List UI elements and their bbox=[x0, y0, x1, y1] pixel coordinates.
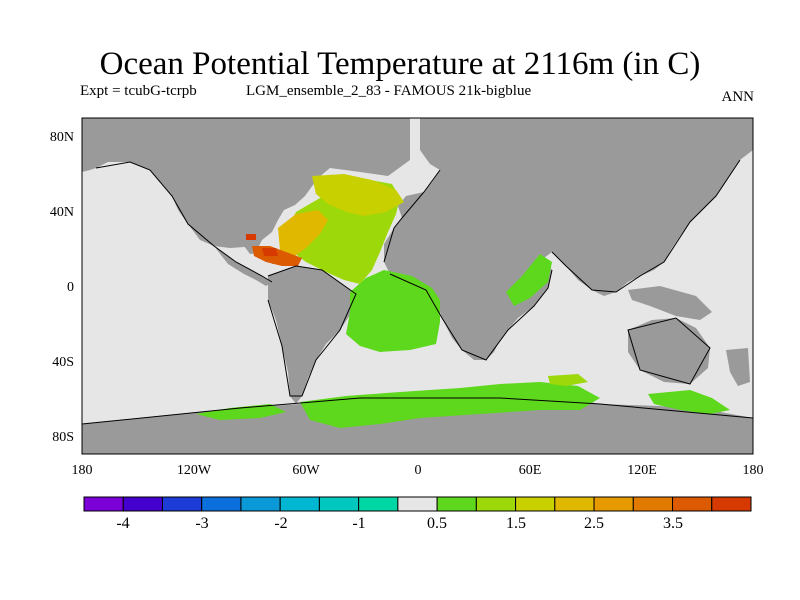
colorbar-swatch bbox=[201, 496, 242, 512]
x-tick-label: 180 bbox=[72, 463, 93, 478]
colorbar-swatch bbox=[436, 496, 477, 512]
map-panel bbox=[81, 117, 754, 455]
colorbar-swatch bbox=[358, 496, 399, 512]
australia-coast bbox=[627, 317, 711, 385]
x-tick-label: 0 bbox=[415, 463, 422, 478]
coastlines bbox=[81, 159, 754, 425]
greenland-land bbox=[330, 118, 410, 170]
colorbar-swatch bbox=[397, 496, 438, 512]
north-atlantic-subpolar-region bbox=[312, 174, 404, 216]
period-label: ANN bbox=[721, 89, 755, 105]
colorbar-swatch bbox=[554, 496, 595, 512]
colorbar-labels: -4 -3 -2 -1 0.5 1.5 2.5 3.5 bbox=[116, 515, 683, 532]
colorbar-label: 2.5 bbox=[584, 515, 604, 532]
southern-ocean-east-band bbox=[648, 390, 730, 414]
experiment-label: Expt = tcubG-tcrpb bbox=[80, 83, 197, 99]
south-atlantic-warm-region bbox=[346, 270, 440, 352]
southern-ocean-west-band bbox=[196, 404, 286, 420]
colorbar-swatch bbox=[593, 496, 634, 512]
colorbar-swatch bbox=[672, 496, 713, 512]
south-america-coast bbox=[267, 265, 357, 397]
map-title: Ocean Potential Temperature at 2116m (in… bbox=[99, 46, 701, 82]
colorbar bbox=[83, 496, 752, 512]
australia-land bbox=[628, 318, 710, 384]
x-tick-label: 120E bbox=[627, 463, 657, 478]
colorbar-swatch bbox=[240, 496, 281, 512]
map-frame bbox=[81, 117, 754, 455]
colorbar-swatch bbox=[515, 496, 556, 512]
x-tick-label: 180 bbox=[743, 463, 764, 478]
temperature-field bbox=[196, 174, 730, 428]
africa-coast bbox=[383, 169, 553, 361]
gulf-stream-warm-region bbox=[278, 210, 328, 258]
y-tick-label: 40N bbox=[50, 205, 74, 220]
x-tick-label: 60E bbox=[519, 463, 542, 478]
colorbar-label: -4 bbox=[116, 515, 129, 532]
antarctica-coast bbox=[81, 397, 754, 425]
southeast-asia-islands bbox=[628, 286, 712, 320]
colorbar-swatch bbox=[318, 496, 360, 512]
eurasia-africa-land bbox=[384, 118, 753, 360]
eurasia-coast bbox=[551, 159, 741, 293]
colorbar-swatch bbox=[711, 496, 752, 512]
indian-ocean-warm-region bbox=[506, 254, 552, 306]
run-label: LGM_ensemble_2_83 - FAMOUS 21k-bigblue bbox=[246, 83, 532, 99]
colorbar-swatch bbox=[122, 496, 163, 512]
colorbar-label: 0.5 bbox=[427, 515, 447, 532]
colorbar-label: -2 bbox=[274, 515, 287, 532]
y-tick-label: 80S bbox=[52, 430, 74, 445]
colorbar-swatch bbox=[83, 496, 124, 512]
north-america-coast bbox=[95, 161, 273, 283]
y-tick-label: 0 bbox=[67, 280, 74, 295]
x-axis: 180 120W 60W 0 60E 120E 180 bbox=[72, 463, 764, 478]
colorbar-swatch bbox=[632, 496, 674, 512]
colorbar-label: -3 bbox=[195, 515, 208, 532]
colorbar-swatch bbox=[475, 496, 517, 512]
caribbean-hot-spot bbox=[246, 234, 278, 256]
colorbar-swatch bbox=[161, 496, 203, 512]
colorbar-label: 3.5 bbox=[663, 515, 683, 532]
colorbar-label: -1 bbox=[352, 515, 365, 532]
new-zealand-land bbox=[726, 348, 750, 386]
north-america-land bbox=[82, 118, 410, 248]
colorbar-label: 1.5 bbox=[506, 515, 526, 532]
x-tick-label: 120W bbox=[177, 463, 212, 478]
y-tick-label: 80N bbox=[50, 130, 74, 145]
kerguelen-warm-patch bbox=[548, 374, 588, 386]
y-tick-label: 40S bbox=[52, 355, 74, 370]
y-axis: 80N 40N 0 40S 80S bbox=[50, 130, 74, 445]
x-tick-label: 60W bbox=[292, 463, 320, 478]
south-america-land bbox=[268, 266, 356, 404]
southern-ocean-warm-band bbox=[300, 382, 600, 428]
colorbar-swatch bbox=[279, 496, 320, 512]
